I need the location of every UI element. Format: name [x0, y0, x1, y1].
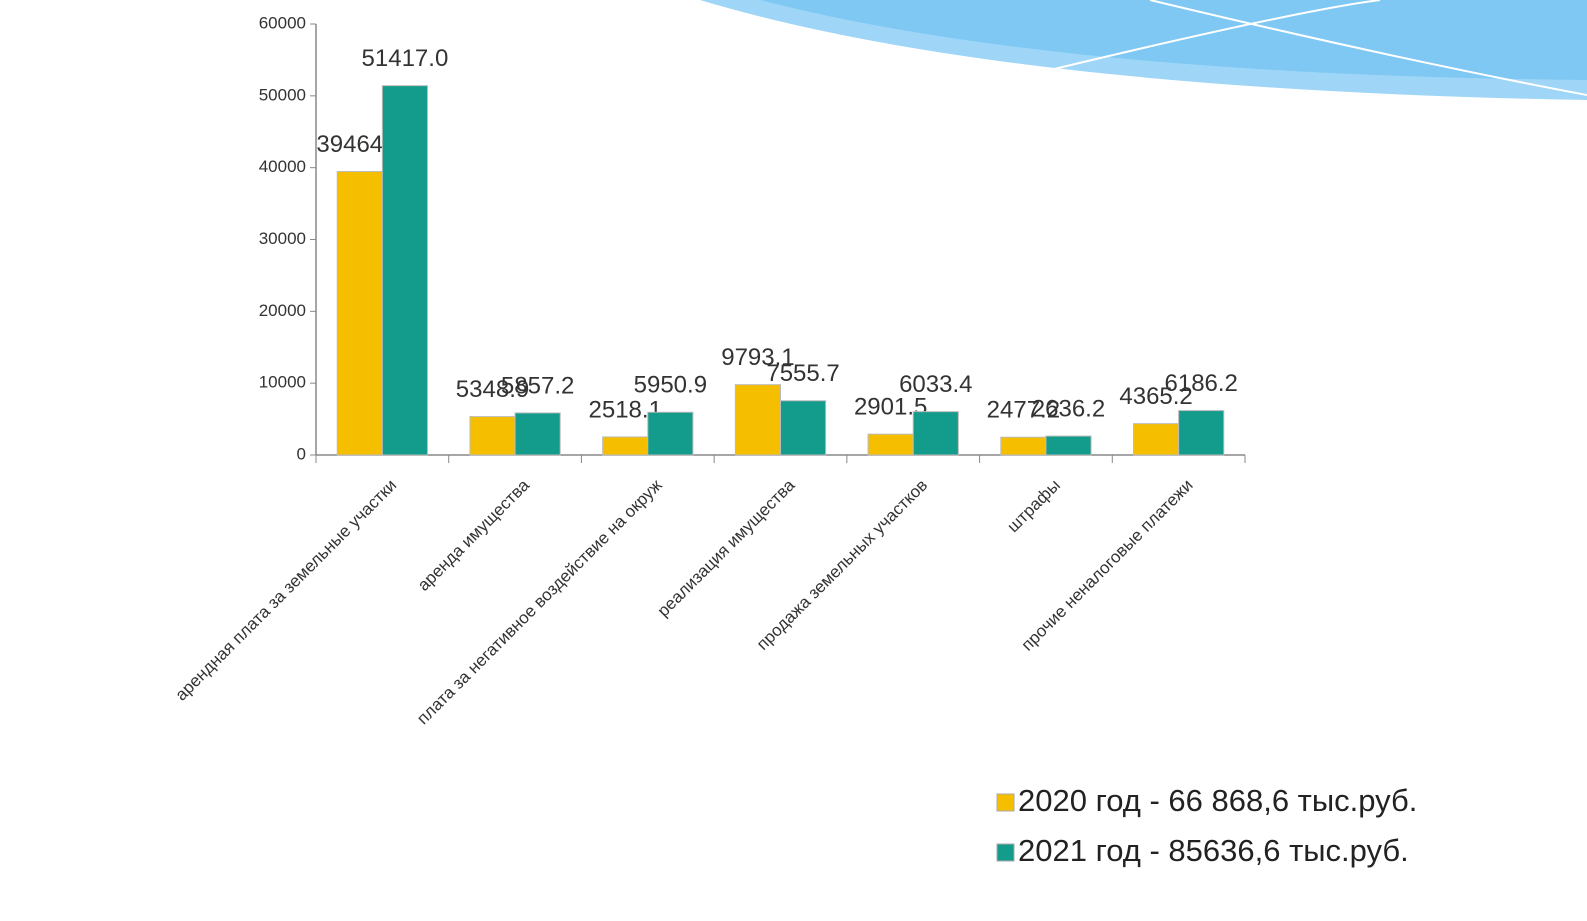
value-label: 4365.2: [1119, 383, 1192, 410]
y-tick-label: 50000: [259, 85, 306, 104]
value-label: 2636.2: [1032, 395, 1105, 422]
bar: [734, 384, 781, 456]
bar: [1133, 423, 1180, 456]
value-label: 6186.2: [1165, 370, 1238, 397]
x-tick-label: реализация имущества: [654, 475, 799, 620]
legend-swatch: [996, 843, 1015, 862]
legend-label: 2021 год - 85636,6 тыс.руб.: [1018, 833, 1409, 868]
value-label: 5857.2: [501, 372, 574, 399]
bar: [867, 433, 914, 456]
value-label: 5348.9: [456, 376, 529, 403]
y-tick-label: 60000: [259, 13, 306, 32]
bar: [469, 416, 516, 456]
decoration: [700, 0, 1587, 100]
x-tick-label: аренда имущества: [414, 475, 534, 595]
y-tick-label: 0: [297, 444, 306, 463]
y-tick-label: 10000: [259, 373, 306, 392]
bar: [1178, 410, 1225, 456]
legend-label: 2020 год - 66 868,6 тыс.руб.: [1018, 783, 1417, 818]
legend-swatch: [996, 793, 1015, 812]
value-label: 5950.9: [634, 372, 707, 399]
bar: [381, 85, 428, 456]
y-tick-label: 30000: [259, 229, 306, 248]
bar: [1045, 435, 1092, 456]
value-label: 7555.7: [766, 360, 839, 387]
bar: [647, 411, 694, 456]
bar: [514, 412, 561, 456]
value-label: 2477.2: [987, 397, 1060, 424]
x-tick-label: плата за негативное воздействие на окруж: [413, 475, 666, 728]
bar: [602, 436, 649, 456]
bar: [780, 400, 827, 456]
y-tick-label: 40000: [259, 157, 306, 176]
y-tick-label: 20000: [259, 301, 306, 320]
bar: [912, 411, 959, 456]
value-label: 51417.0: [362, 45, 449, 72]
x-tick-label: штрафы: [1003, 476, 1063, 536]
x-tick-label: арендная плата за земельные участки: [172, 476, 401, 705]
value-label: 6033.4: [899, 371, 972, 398]
bar: [1000, 436, 1047, 456]
value-label: 9793.1: [721, 344, 794, 371]
bar: [336, 171, 383, 456]
